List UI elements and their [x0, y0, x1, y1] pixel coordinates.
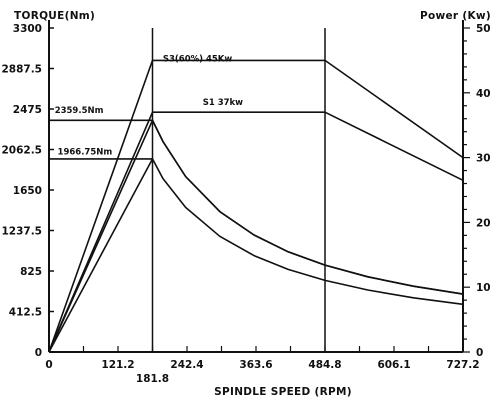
y-left-tick-label: 1237.5	[1, 226, 42, 238]
y-left-tick-label: 2475	[13, 104, 42, 116]
series-line-1	[48, 59, 464, 353]
x-tick-label: 606.1	[377, 359, 410, 371]
x-tick-label: 363.6	[239, 359, 272, 371]
x-tick-label: 0	[45, 359, 52, 371]
y-left-tick-label: 412.5	[9, 307, 42, 319]
y-left-tick-label: 2062.5	[1, 145, 42, 157]
y-right-tick-label: 50	[476, 23, 491, 35]
series-line-4	[49, 158, 464, 306]
y-right-tick-label: 0	[476, 347, 483, 359]
y-left-tick-label: 825	[20, 266, 42, 278]
chart-annotation: S1 37kw	[203, 98, 243, 108]
y-left-axis-title: TORQUE(Nm)	[14, 10, 95, 22]
plot-layer: 0 412.5 825 1237.5 1650 2062.5 2475 2887.5 3300 0…	[1, 20, 491, 385]
series-line-2	[48, 111, 464, 353]
y-left-tick-label: 2887.5	[1, 64, 42, 76]
chart-annotation: 2359.5Nm	[55, 106, 104, 116]
x-tick-label: 727.2	[446, 359, 479, 371]
x-axis-title: SPINDLE SPEED (RPM)	[214, 386, 352, 398]
x-tick-label: 484.8	[308, 359, 341, 371]
y-right-tick-label: 30	[476, 153, 491, 165]
x-extra-tick-label: 181.8	[136, 373, 169, 385]
y-right-tick-label: 20	[476, 217, 491, 229]
y-right-tick-label: 40	[476, 88, 491, 100]
series-line-6	[48, 158, 154, 353]
y-right-axis-title: Power (Kw)	[420, 10, 491, 22]
x-tick-label: 121.2	[101, 359, 134, 371]
y-left-tick-label: 0	[35, 347, 42, 359]
y-right-tick-label: 10	[476, 282, 491, 294]
chart-annotation: S3(60%) 45Kw	[163, 54, 233, 64]
y-left-tick-label: 1650	[13, 185, 42, 197]
series-line-5	[48, 119, 464, 353]
x-tick-label: 242.4	[170, 359, 203, 371]
chart-annotation: 1966.75Nm	[58, 148, 113, 158]
y-left-tick-label: 3300	[13, 23, 42, 35]
